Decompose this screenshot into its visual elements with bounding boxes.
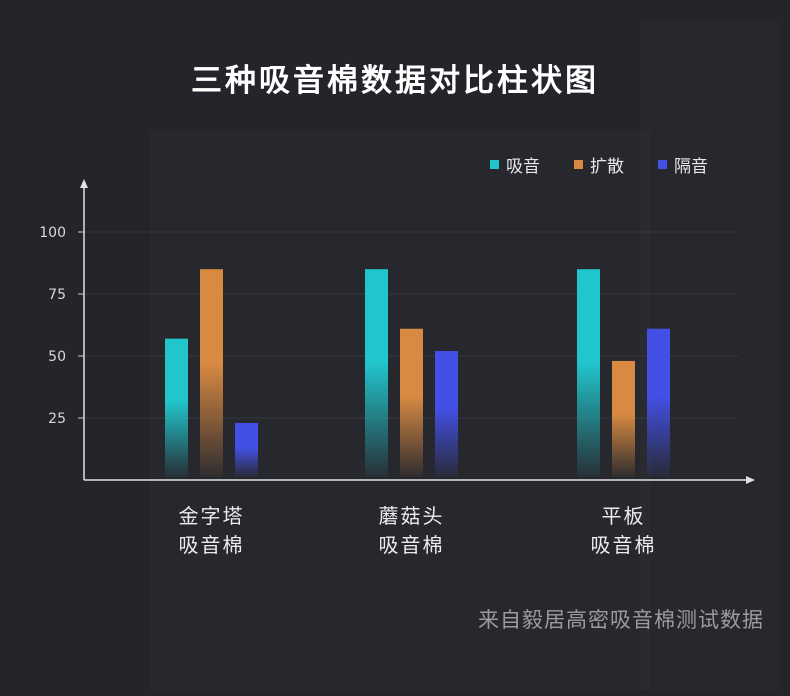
legend-swatch [490,160,499,169]
bar-吸音-0 [165,338,188,477]
x-category-label: 金字塔 吸音棉 [137,502,287,560]
source-note: 来自毅居高密吸音棉测试数据 [478,608,764,632]
legend-label: 扩散 [590,157,624,177]
bar-扩散-1 [400,328,423,477]
x-category-label-line: 蘑菇头 [378,504,445,528]
legend-item: 扩散 [574,152,624,177]
x-category-label-line: 吸音棉 [590,533,657,557]
bar-扩散-2 [612,360,635,477]
bar-吸音-2 [577,269,600,477]
bar-隔音-1 [435,351,458,477]
bar-吸音-1 [365,269,388,477]
legend-item: 吸音 [490,152,540,177]
legend-swatch [658,160,667,169]
y-tick-label: 100 [39,225,66,241]
x-category-label: 蘑菇头 吸音棉 [337,502,487,560]
x-category-label-line: 吸音棉 [378,533,445,557]
legend-label: 隔音 [674,157,708,177]
legend-item: 隔音 [658,152,708,177]
bar-隔音-2 [647,328,670,477]
y-tick-label: 25 [48,411,66,427]
bar-扩散-0 [200,269,223,477]
bar-隔音-0 [235,422,258,477]
legend-label: 吸音 [506,157,540,177]
y-tick-label: 75 [48,287,66,303]
x-category-label-line: 吸音棉 [178,533,245,557]
x-axis-arrow-icon [746,476,755,484]
x-category-label-line: 平板 [601,504,646,528]
x-category-label-line: 金字塔 [178,504,245,528]
y-tick-label: 50 [48,349,66,365]
chart-title: 三种吸音棉数据对比柱状图 [191,63,599,99]
legend: 吸音 扩散 隔音 [490,152,708,177]
x-category-label: 平板 吸音棉 [549,502,699,560]
legend-swatch [574,160,583,169]
y-axis-arrow-icon [80,179,88,188]
